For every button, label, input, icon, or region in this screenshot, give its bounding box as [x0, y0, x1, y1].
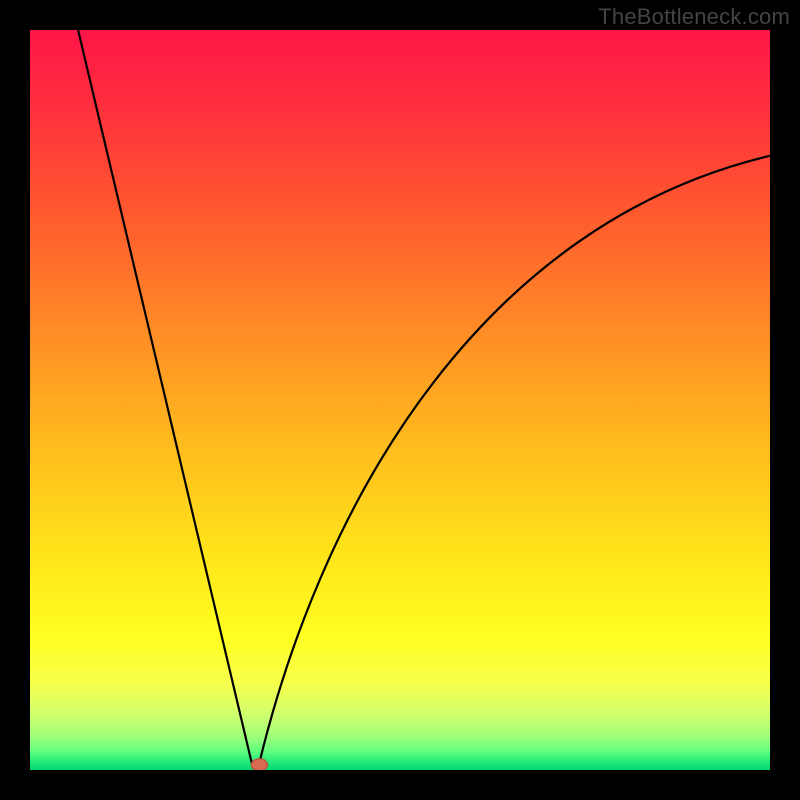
plot-area — [30, 30, 770, 770]
gradient-background — [30, 30, 770, 770]
chart-svg — [30, 30, 770, 770]
chart-container: TheBottleneck.com — [0, 0, 800, 800]
watermark-text: TheBottleneck.com — [598, 4, 790, 30]
optimal-point-marker — [251, 759, 267, 770]
